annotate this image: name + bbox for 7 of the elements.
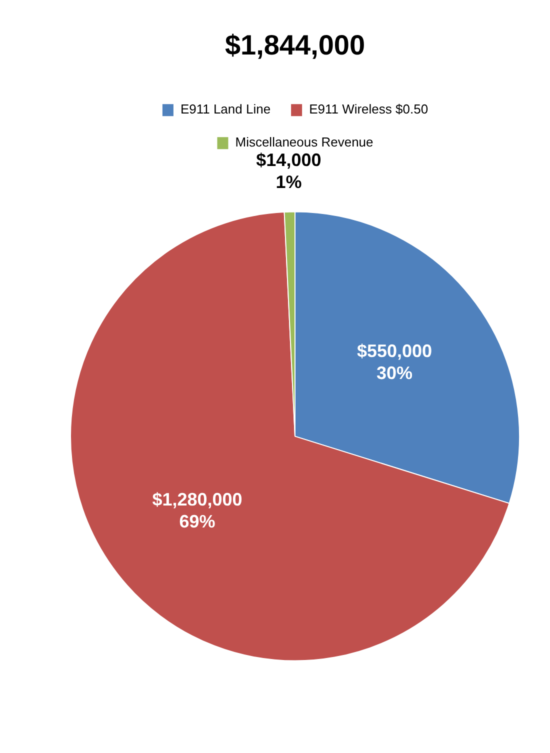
data-label: $1,280,000 69% — [152, 490, 242, 532]
legend-label: E911 Land Line — [180, 102, 271, 117]
data-label: $14,000 1% — [256, 150, 322, 192]
legend-label: Miscellaneous Revenue — [235, 134, 374, 150]
chart-title: $1,844,000 — [224, 30, 366, 61]
legend-label: E911 Wireless $0.50 — [309, 102, 428, 117]
data-label: $550,000 30% — [356, 341, 432, 384]
